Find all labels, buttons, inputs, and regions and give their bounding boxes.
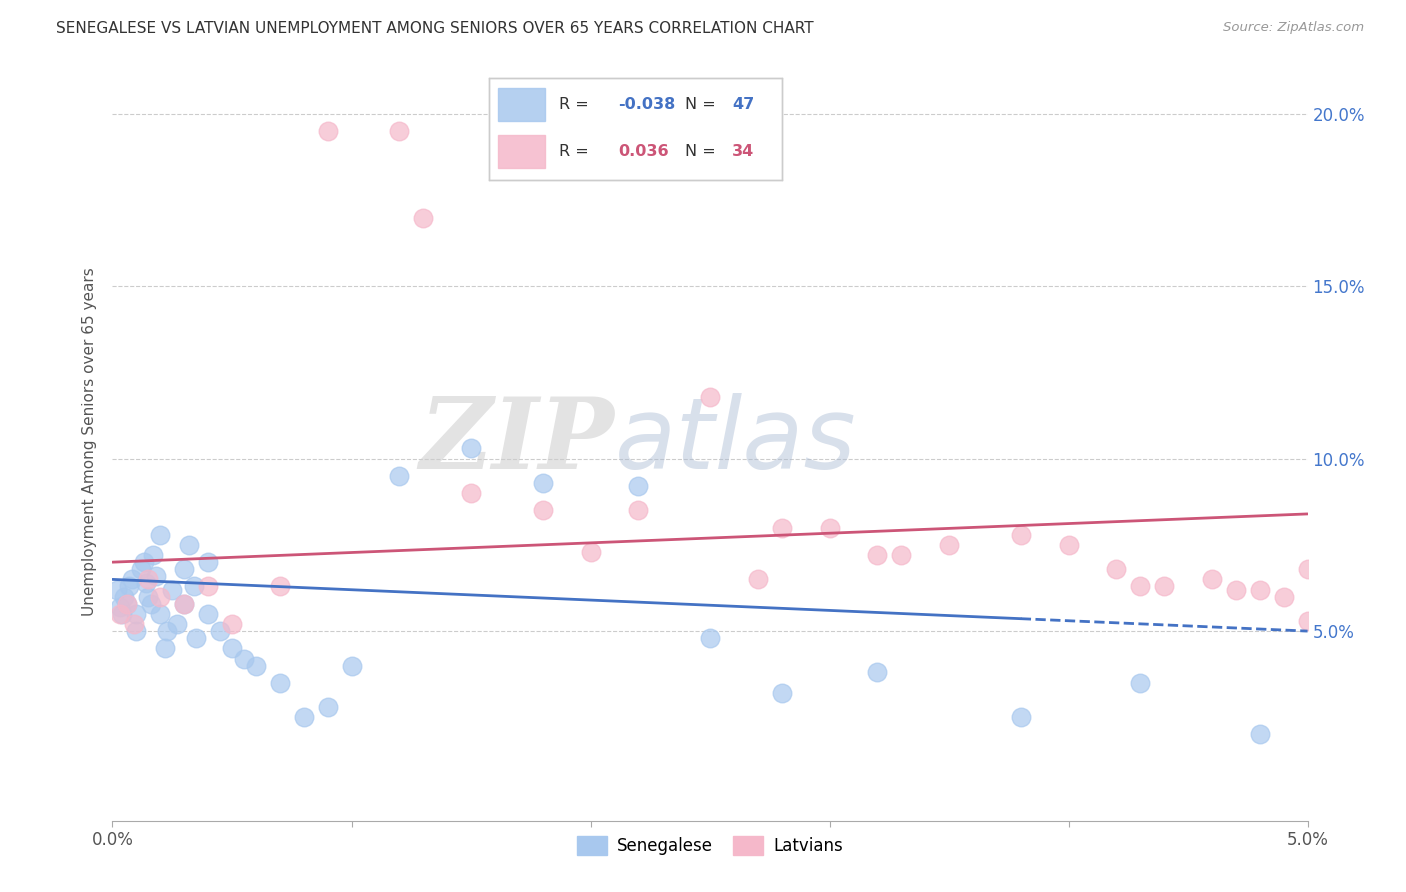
Point xyxy=(135,575,157,590)
Point xyxy=(197,555,219,569)
Point xyxy=(177,538,200,552)
Point xyxy=(1153,579,1175,593)
Point xyxy=(627,479,650,493)
Point xyxy=(186,631,208,645)
Point xyxy=(818,521,841,535)
Point xyxy=(221,641,243,656)
Text: Source: ZipAtlas.com: Source: ZipAtlas.com xyxy=(1223,21,1364,34)
Point xyxy=(173,597,195,611)
Point xyxy=(118,579,141,593)
Point xyxy=(162,582,183,597)
Point xyxy=(770,686,793,700)
Point xyxy=(197,607,219,621)
Point xyxy=(1129,675,1152,690)
Point xyxy=(138,573,160,587)
Point xyxy=(938,538,960,552)
Text: ZIP: ZIP xyxy=(419,393,614,490)
Point xyxy=(108,607,131,621)
Point xyxy=(1105,562,1128,576)
Point xyxy=(125,607,148,621)
Point xyxy=(1296,562,1319,576)
Point xyxy=(1129,579,1152,593)
Point xyxy=(139,597,162,611)
Point xyxy=(138,590,160,604)
Point xyxy=(699,390,721,404)
Point xyxy=(108,599,131,614)
Point xyxy=(129,562,152,576)
Point xyxy=(1010,527,1032,541)
Point xyxy=(1225,582,1247,597)
Point xyxy=(221,617,243,632)
Point xyxy=(269,675,291,690)
Point xyxy=(149,607,172,621)
Text: atlas: atlas xyxy=(614,393,856,490)
Point xyxy=(866,548,889,563)
Point xyxy=(1057,538,1080,552)
Point xyxy=(890,548,912,563)
Point xyxy=(531,503,554,517)
Point xyxy=(149,527,172,541)
Point xyxy=(1249,582,1271,597)
Point xyxy=(388,124,411,138)
Point xyxy=(153,641,176,656)
Legend: Senegalese, Latvians: Senegalese, Latvians xyxy=(571,829,849,862)
Point xyxy=(156,624,179,639)
Point xyxy=(1201,573,1223,587)
Point xyxy=(122,617,145,632)
Point xyxy=(132,555,155,569)
Text: SENEGALESE VS LATVIAN UNEMPLOYMENT AMONG SENIORS OVER 65 YEARS CORRELATION CHART: SENEGALESE VS LATVIAN UNEMPLOYMENT AMONG… xyxy=(56,21,814,36)
Point xyxy=(149,590,172,604)
Point xyxy=(316,699,339,714)
Point xyxy=(145,569,167,583)
Point xyxy=(1296,614,1319,628)
Point xyxy=(460,442,482,456)
Point xyxy=(699,631,721,645)
Point xyxy=(183,579,205,593)
Point xyxy=(245,658,267,673)
Point xyxy=(173,597,195,611)
Point xyxy=(1272,590,1295,604)
Point xyxy=(233,651,256,665)
Point xyxy=(1010,710,1032,724)
Point xyxy=(579,545,602,559)
Point xyxy=(770,521,793,535)
Point xyxy=(114,590,135,604)
Point xyxy=(269,579,291,593)
Point xyxy=(866,665,889,680)
Point xyxy=(627,503,650,517)
Point xyxy=(115,597,138,611)
Point xyxy=(531,475,554,490)
Point xyxy=(209,624,232,639)
Point xyxy=(173,562,195,576)
Point xyxy=(166,617,188,632)
Point xyxy=(142,548,165,563)
Point xyxy=(460,486,482,500)
Point xyxy=(111,607,134,621)
Y-axis label: Unemployment Among Seniors over 65 years: Unemployment Among Seniors over 65 years xyxy=(82,268,97,615)
Point xyxy=(125,624,148,639)
Point xyxy=(747,573,769,587)
Point xyxy=(340,658,363,673)
Point xyxy=(1249,727,1271,741)
Point xyxy=(292,710,315,724)
Point xyxy=(197,579,219,593)
Point xyxy=(121,573,143,587)
Point xyxy=(115,597,138,611)
Point xyxy=(316,124,339,138)
Point xyxy=(412,211,434,225)
Point xyxy=(388,469,411,483)
Point xyxy=(105,582,128,597)
